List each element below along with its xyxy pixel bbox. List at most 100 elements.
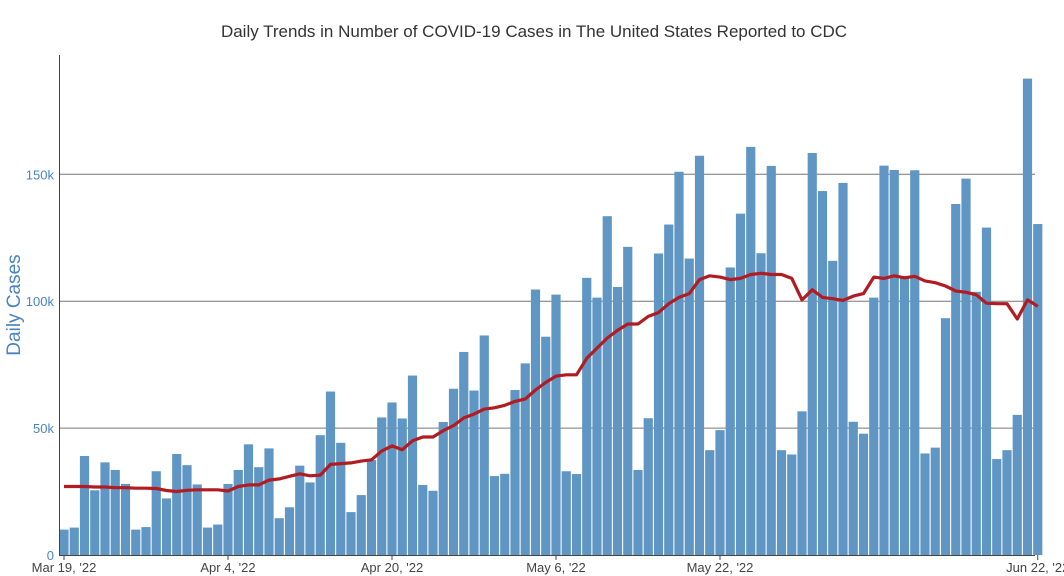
bar bbox=[59, 529, 69, 555]
y-tick-label: 50k bbox=[33, 421, 54, 436]
y-tick-label: 100k bbox=[26, 294, 55, 309]
bar bbox=[151, 471, 161, 555]
bar bbox=[940, 318, 951, 555]
bar bbox=[797, 411, 807, 555]
chart-title: Daily Trends in Number of COVID-19 Cases… bbox=[221, 22, 847, 41]
bar bbox=[377, 417, 387, 555]
bar bbox=[469, 390, 479, 555]
bar bbox=[612, 286, 623, 555]
bar bbox=[295, 465, 305, 555]
bar bbox=[161, 498, 172, 555]
bar bbox=[633, 469, 643, 555]
bar bbox=[274, 518, 284, 555]
bar bbox=[981, 227, 992, 555]
bar bbox=[971, 291, 981, 555]
bar bbox=[315, 435, 325, 555]
bar bbox=[961, 178, 971, 555]
bar bbox=[889, 169, 899, 556]
bar bbox=[674, 171, 684, 555]
x-tick-label: Jun 22, '22 bbox=[1006, 560, 1064, 575]
bar bbox=[910, 170, 920, 555]
bar bbox=[192, 484, 202, 555]
bar bbox=[951, 203, 961, 555]
bar bbox=[510, 390, 520, 555]
bar bbox=[653, 253, 664, 555]
bar bbox=[233, 469, 243, 555]
bar bbox=[397, 418, 407, 555]
bar bbox=[592, 297, 602, 555]
bar bbox=[582, 277, 592, 555]
bar bbox=[90, 490, 100, 555]
bar bbox=[500, 473, 510, 555]
bar bbox=[551, 294, 561, 555]
bar bbox=[899, 278, 910, 555]
bar bbox=[202, 527, 213, 555]
bar bbox=[705, 450, 715, 555]
y-axis-label: Daily Cases bbox=[4, 254, 25, 355]
bar bbox=[336, 442, 346, 555]
moving-average-line bbox=[64, 271, 1039, 494]
bar bbox=[756, 253, 766, 556]
y-tick-label: 0 bbox=[47, 548, 54, 563]
bar bbox=[213, 524, 223, 555]
bar bbox=[694, 155, 705, 556]
bar bbox=[346, 512, 356, 555]
bar bbox=[366, 460, 377, 555]
bar bbox=[1012, 414, 1022, 555]
y-tick-label: 150k bbox=[26, 167, 55, 182]
bar bbox=[879, 165, 889, 555]
bar bbox=[787, 454, 797, 555]
bar bbox=[284, 507, 295, 555]
moving-average-series bbox=[64, 271, 1039, 494]
bar bbox=[448, 388, 459, 555]
bar bbox=[141, 527, 151, 555]
bar bbox=[1002, 450, 1012, 555]
bar bbox=[530, 289, 541, 555]
bar bbox=[120, 483, 131, 555]
x-tick-label: Apr 4, '22 bbox=[200, 560, 255, 575]
bar bbox=[223, 483, 233, 555]
bar bbox=[264, 448, 274, 555]
y-ticks: 0 50k 100k 150k bbox=[26, 167, 55, 563]
bar bbox=[479, 335, 489, 555]
bar bbox=[920, 453, 930, 555]
bar bbox=[828, 260, 838, 555]
bar bbox=[807, 152, 817, 555]
bar bbox=[992, 459, 1002, 555]
bar bbox=[418, 484, 428, 555]
bar bbox=[79, 456, 90, 555]
bar-series bbox=[59, 78, 1043, 556]
bar bbox=[561, 471, 571, 555]
bar bbox=[387, 402, 397, 555]
bar bbox=[305, 482, 315, 555]
bar bbox=[489, 476, 500, 555]
bar bbox=[69, 527, 79, 555]
bar bbox=[407, 375, 418, 555]
bar bbox=[100, 462, 110, 555]
bar bbox=[725, 267, 735, 555]
bar bbox=[1033, 224, 1043, 556]
bar bbox=[858, 433, 869, 555]
bar bbox=[254, 467, 264, 555]
bar bbox=[776, 450, 787, 555]
bar bbox=[325, 391, 336, 555]
bar bbox=[182, 465, 192, 555]
bar bbox=[356, 495, 366, 555]
x-tick-label: May 6, '22 bbox=[526, 560, 586, 575]
bar bbox=[623, 246, 633, 555]
bar bbox=[715, 430, 725, 555]
x-ticks: Mar 19, '22 Apr 4, '22 Apr 20, '22 May 6, '… bbox=[32, 555, 1064, 575]
x-tick-label: Mar 19, '22 bbox=[32, 560, 97, 575]
bar bbox=[746, 146, 756, 555]
bar bbox=[131, 529, 141, 555]
bar bbox=[684, 258, 694, 555]
bar bbox=[110, 469, 120, 555]
x-tick-label: Apr 20, '22 bbox=[361, 560, 423, 575]
bar bbox=[869, 297, 879, 555]
bar bbox=[459, 351, 469, 555]
bar bbox=[438, 422, 448, 555]
bar bbox=[602, 216, 612, 555]
bar bbox=[541, 336, 551, 555]
bar bbox=[172, 453, 182, 555]
